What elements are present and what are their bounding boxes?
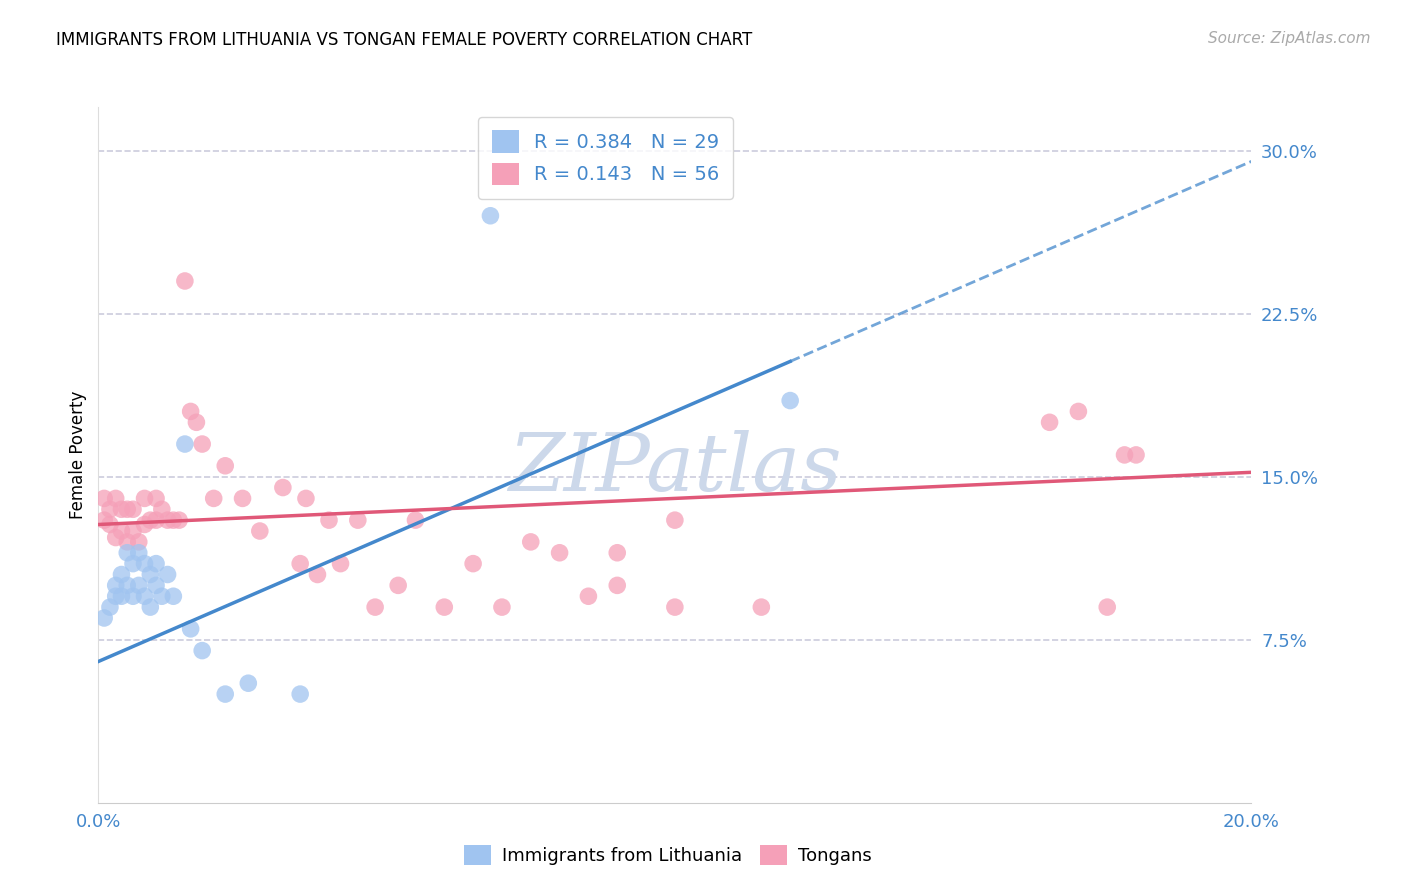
Point: [110, 567, 132, 582]
Point: [117, 502, 138, 516]
Point: [93, 513, 115, 527]
Point: [186, 415, 208, 429]
Point: [98, 502, 121, 516]
Legend: R = 0.384   N = 29, R = 0.143   N = 56: R = 0.384 N = 29, R = 0.143 N = 56: [478, 117, 734, 199]
Point: [145, 491, 167, 506]
Point: [290, 557, 312, 571]
Point: [117, 546, 138, 560]
Point: [162, 513, 184, 527]
Point: [98, 600, 121, 615]
Point: [1114, 448, 1136, 462]
Point: [122, 589, 145, 603]
Point: [364, 600, 387, 615]
Point: [664, 600, 686, 615]
Point: [479, 209, 502, 223]
Point: [145, 513, 167, 527]
Point: [249, 524, 271, 538]
Point: [110, 502, 132, 516]
Point: [134, 517, 156, 532]
Point: [110, 524, 132, 538]
Point: [606, 578, 628, 592]
Point: [128, 578, 150, 592]
Y-axis label: Female Poverty: Female Poverty: [69, 391, 87, 519]
Point: [387, 578, 409, 592]
Point: [548, 546, 571, 560]
Point: [145, 557, 167, 571]
Point: [156, 513, 179, 527]
Point: [174, 437, 197, 451]
Point: [150, 589, 173, 603]
Point: [162, 589, 184, 603]
Point: [491, 600, 513, 615]
Text: ZIPatlas: ZIPatlas: [508, 430, 842, 508]
Text: Source: ZipAtlas.com: Source: ZipAtlas.com: [1208, 31, 1371, 46]
Point: [145, 578, 167, 592]
Point: [122, 557, 145, 571]
Point: [104, 578, 127, 592]
Point: [122, 524, 145, 538]
Point: [110, 589, 132, 603]
Point: [1125, 448, 1147, 462]
Point: [93, 491, 115, 506]
Point: [295, 491, 318, 506]
Point: [751, 600, 773, 615]
Point: [128, 546, 150, 560]
Point: [93, 611, 115, 625]
Point: [329, 557, 352, 571]
Point: [134, 557, 156, 571]
Point: [156, 567, 179, 582]
Point: [606, 546, 628, 560]
Point: [307, 567, 329, 582]
Point: [1038, 415, 1062, 429]
Point: [461, 557, 484, 571]
Point: [578, 589, 600, 603]
Text: IMMIGRANTS FROM LITHUANIA VS TONGAN FEMALE POVERTY CORRELATION CHART: IMMIGRANTS FROM LITHUANIA VS TONGAN FEMA…: [56, 31, 752, 49]
Point: [117, 535, 138, 549]
Point: [139, 567, 162, 582]
Point: [117, 578, 138, 592]
Point: [122, 502, 145, 516]
Point: [238, 676, 260, 690]
Point: [98, 517, 121, 532]
Point: [128, 535, 150, 549]
Point: [520, 535, 543, 549]
Point: [104, 531, 127, 545]
Point: [433, 600, 456, 615]
Point: [318, 513, 340, 527]
Point: [405, 513, 427, 527]
Point: [214, 458, 236, 473]
Point: [134, 589, 156, 603]
Point: [664, 513, 686, 527]
Point: [191, 643, 214, 657]
Point: [180, 404, 202, 418]
Point: [1097, 600, 1119, 615]
Point: [104, 589, 127, 603]
Point: [214, 687, 236, 701]
Point: [150, 502, 173, 516]
Point: [139, 513, 162, 527]
Point: [290, 687, 312, 701]
Point: [1067, 404, 1090, 418]
Point: [167, 513, 190, 527]
Point: [180, 622, 202, 636]
Point: [134, 491, 156, 506]
Point: [779, 393, 801, 408]
Point: [346, 513, 368, 527]
Point: [139, 600, 162, 615]
Point: [104, 491, 127, 506]
Point: [191, 437, 214, 451]
Point: [231, 491, 254, 506]
Point: [174, 274, 197, 288]
Legend: Immigrants from Lithuania, Tongans: Immigrants from Lithuania, Tongans: [456, 836, 880, 874]
Point: [271, 481, 294, 495]
Point: [202, 491, 225, 506]
